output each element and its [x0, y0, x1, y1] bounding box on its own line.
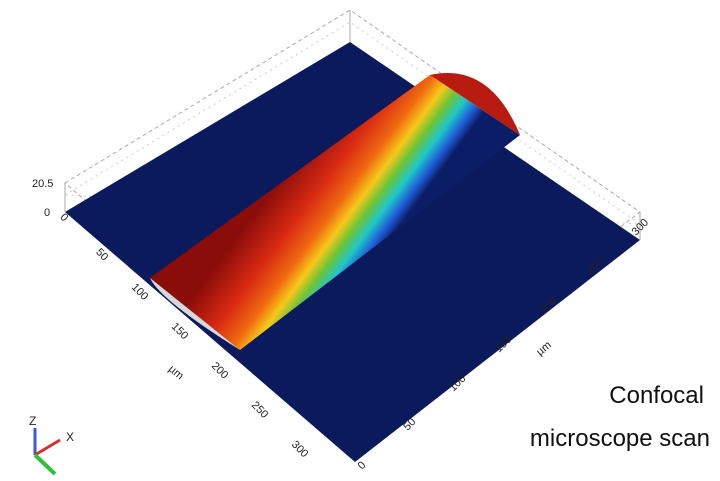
axis-tick-label: 300	[289, 439, 310, 460]
caption: microscope scan	[530, 425, 710, 452]
axis-tick-label: 300	[630, 217, 651, 238]
axis-tick-label: 0	[356, 459, 369, 472]
axis-unit: µm	[534, 339, 554, 358]
axis-tick-label: 100	[129, 281, 150, 302]
z-tick-label: 20.5	[32, 178, 53, 190]
scan-view: 20.5 0 050100150200250300050100150200250…	[0, 0, 720, 476]
axis-tick-label: 200	[209, 360, 230, 381]
caption: Confocal	[609, 382, 704, 409]
axis-tick-label: 250	[249, 399, 270, 420]
z-tick-label: 0	[44, 207, 50, 219]
axis-unit: µm	[166, 363, 186, 382]
axis-tick-label: 150	[169, 321, 190, 342]
triad-label: Z	[29, 414, 36, 428]
axis-triad: Z X	[29, 414, 74, 474]
axis-tick-label: 0	[58, 211, 71, 224]
triad-label: X	[66, 430, 74, 444]
